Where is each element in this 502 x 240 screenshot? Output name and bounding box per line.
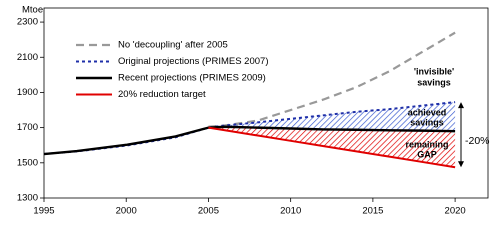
y-axis-label: Mtoe — [22, 5, 43, 16]
x-tick-label: 2020 — [445, 206, 466, 217]
x-tick-label: 2005 — [198, 206, 219, 217]
chart: Mtoe 1300 1500 1700 1900 2100 2300 1995 2000 200… — [17, 5, 490, 217]
series-line — [208, 126, 456, 169]
y-tick-label: 1500 — [17, 157, 38, 168]
annotation: savings — [410, 117, 444, 127]
plot-frame — [43, 7, 489, 199]
y-tick-label: 1300 — [17, 193, 38, 204]
annotation: savings — [417, 77, 451, 87]
y-tick-label: 1700 — [17, 122, 38, 133]
x-tick-label: 2000 — [116, 206, 137, 217]
y-tick-label: 2300 — [17, 17, 38, 28]
annotation: remaining — [405, 139, 448, 149]
y-tick-label: 2100 — [17, 52, 38, 63]
series-line — [43, 125, 456, 156]
page: {"chart_data": { "type": "line", "y_labe… — [16, 4, 490, 217]
legend-label: No 'decoupling' after 2005 — [118, 40, 228, 51]
arrow-head — [458, 161, 464, 168]
legend-label: Original projections (PRIMES 2007) — [118, 56, 268, 67]
x-tick-label: 2015 — [362, 206, 383, 217]
annotation: GAP — [417, 149, 437, 159]
annotation: achieved — [408, 107, 447, 117]
arrow-head — [458, 102, 464, 109]
annotation: -20% — [465, 135, 490, 147]
hatch-area — [208, 102, 456, 132]
y-tick-label: 1900 — [17, 87, 38, 98]
legend-label: Recent projections (PRIMES 2009) — [118, 73, 266, 84]
series-line — [43, 101, 456, 156]
legend-label: 20% reduction target — [118, 89, 206, 100]
annotation: 'invisible' — [414, 66, 454, 76]
x-tick-label: 2010 — [280, 206, 301, 217]
x-tick-label: 1995 — [33, 206, 54, 217]
